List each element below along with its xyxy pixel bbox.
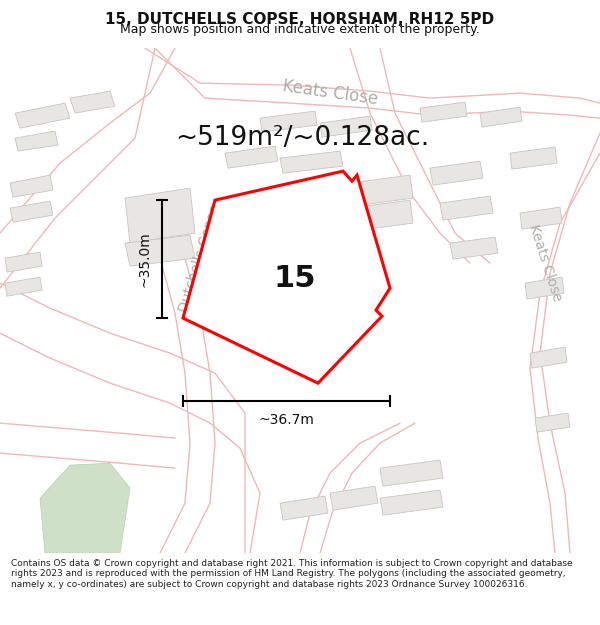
Polygon shape (40, 463, 130, 553)
Text: ~36.7m: ~36.7m (259, 413, 314, 427)
Polygon shape (530, 347, 567, 368)
Polygon shape (125, 235, 195, 266)
Polygon shape (280, 151, 343, 173)
Polygon shape (520, 207, 562, 229)
Polygon shape (525, 277, 564, 299)
Polygon shape (5, 252, 42, 272)
Polygon shape (15, 103, 70, 128)
Polygon shape (350, 175, 413, 206)
Text: Keats Close: Keats Close (281, 78, 379, 109)
Polygon shape (10, 175, 53, 197)
Polygon shape (510, 147, 557, 169)
Polygon shape (380, 460, 443, 486)
Text: Dutchells Copse: Dutchells Copse (177, 202, 223, 314)
Text: ~519m²/~0.128ac.: ~519m²/~0.128ac. (175, 125, 429, 151)
Polygon shape (70, 91, 115, 113)
Text: ~35.0m: ~35.0m (138, 231, 152, 287)
Polygon shape (183, 171, 390, 383)
Polygon shape (225, 146, 278, 168)
Polygon shape (480, 107, 522, 127)
Polygon shape (350, 200, 413, 231)
Text: Keats Close: Keats Close (526, 223, 564, 303)
Text: Map shows position and indicative extent of the property.: Map shows position and indicative extent… (120, 23, 480, 36)
Text: 15: 15 (274, 264, 316, 292)
Polygon shape (15, 131, 58, 151)
Polygon shape (380, 490, 443, 515)
Polygon shape (420, 102, 467, 122)
Polygon shape (450, 237, 498, 259)
Text: 15, DUTCHELLS COPSE, HORSHAM, RH12 5PD: 15, DUTCHELLS COPSE, HORSHAM, RH12 5PD (106, 12, 494, 27)
Polygon shape (5, 277, 42, 296)
Polygon shape (125, 188, 195, 243)
Polygon shape (260, 111, 317, 132)
Polygon shape (430, 161, 483, 185)
Polygon shape (10, 201, 53, 222)
Polygon shape (440, 196, 493, 220)
Polygon shape (280, 496, 328, 520)
Polygon shape (535, 413, 570, 432)
Polygon shape (330, 486, 378, 510)
Polygon shape (320, 116, 372, 137)
Text: Contains OS data © Crown copyright and database right 2021. This information is : Contains OS data © Crown copyright and d… (11, 559, 572, 589)
